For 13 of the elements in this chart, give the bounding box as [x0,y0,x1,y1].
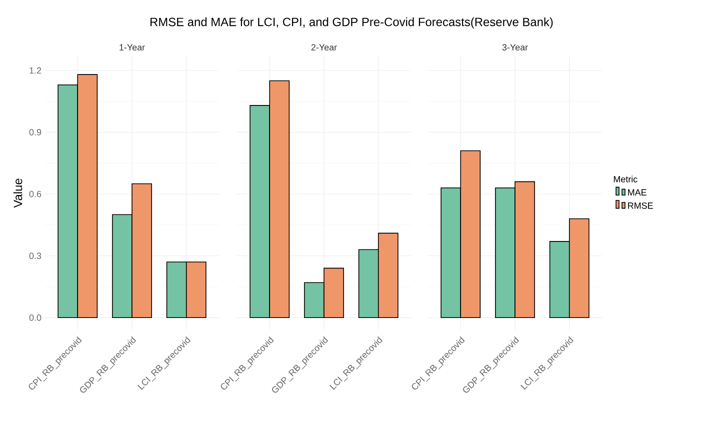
legend-label: RMSE [628,202,653,209]
y-tick-label: 0.0 [29,314,42,321]
y-tick-label: 1.2 [30,67,42,74]
chart-subtitle: 1-Year [120,44,145,51]
y-tick-label: 0.6 [29,190,42,198]
legend-title: Metric [614,176,638,182]
y-tick-label: 0.3 [29,252,42,260]
y-axis-title: Value [13,178,22,208]
chart-subtitle: 2-Year [311,44,337,51]
legend-label: MAE [628,189,646,196]
text: RMSE and MAE for LCI, CPI, and GDP Pre-Covid Forecasts(Reserve Bank) [150,17,553,29]
chart-subtitle: 3-Year [502,44,528,51]
y-tick-label: 0.9 [29,129,42,136]
